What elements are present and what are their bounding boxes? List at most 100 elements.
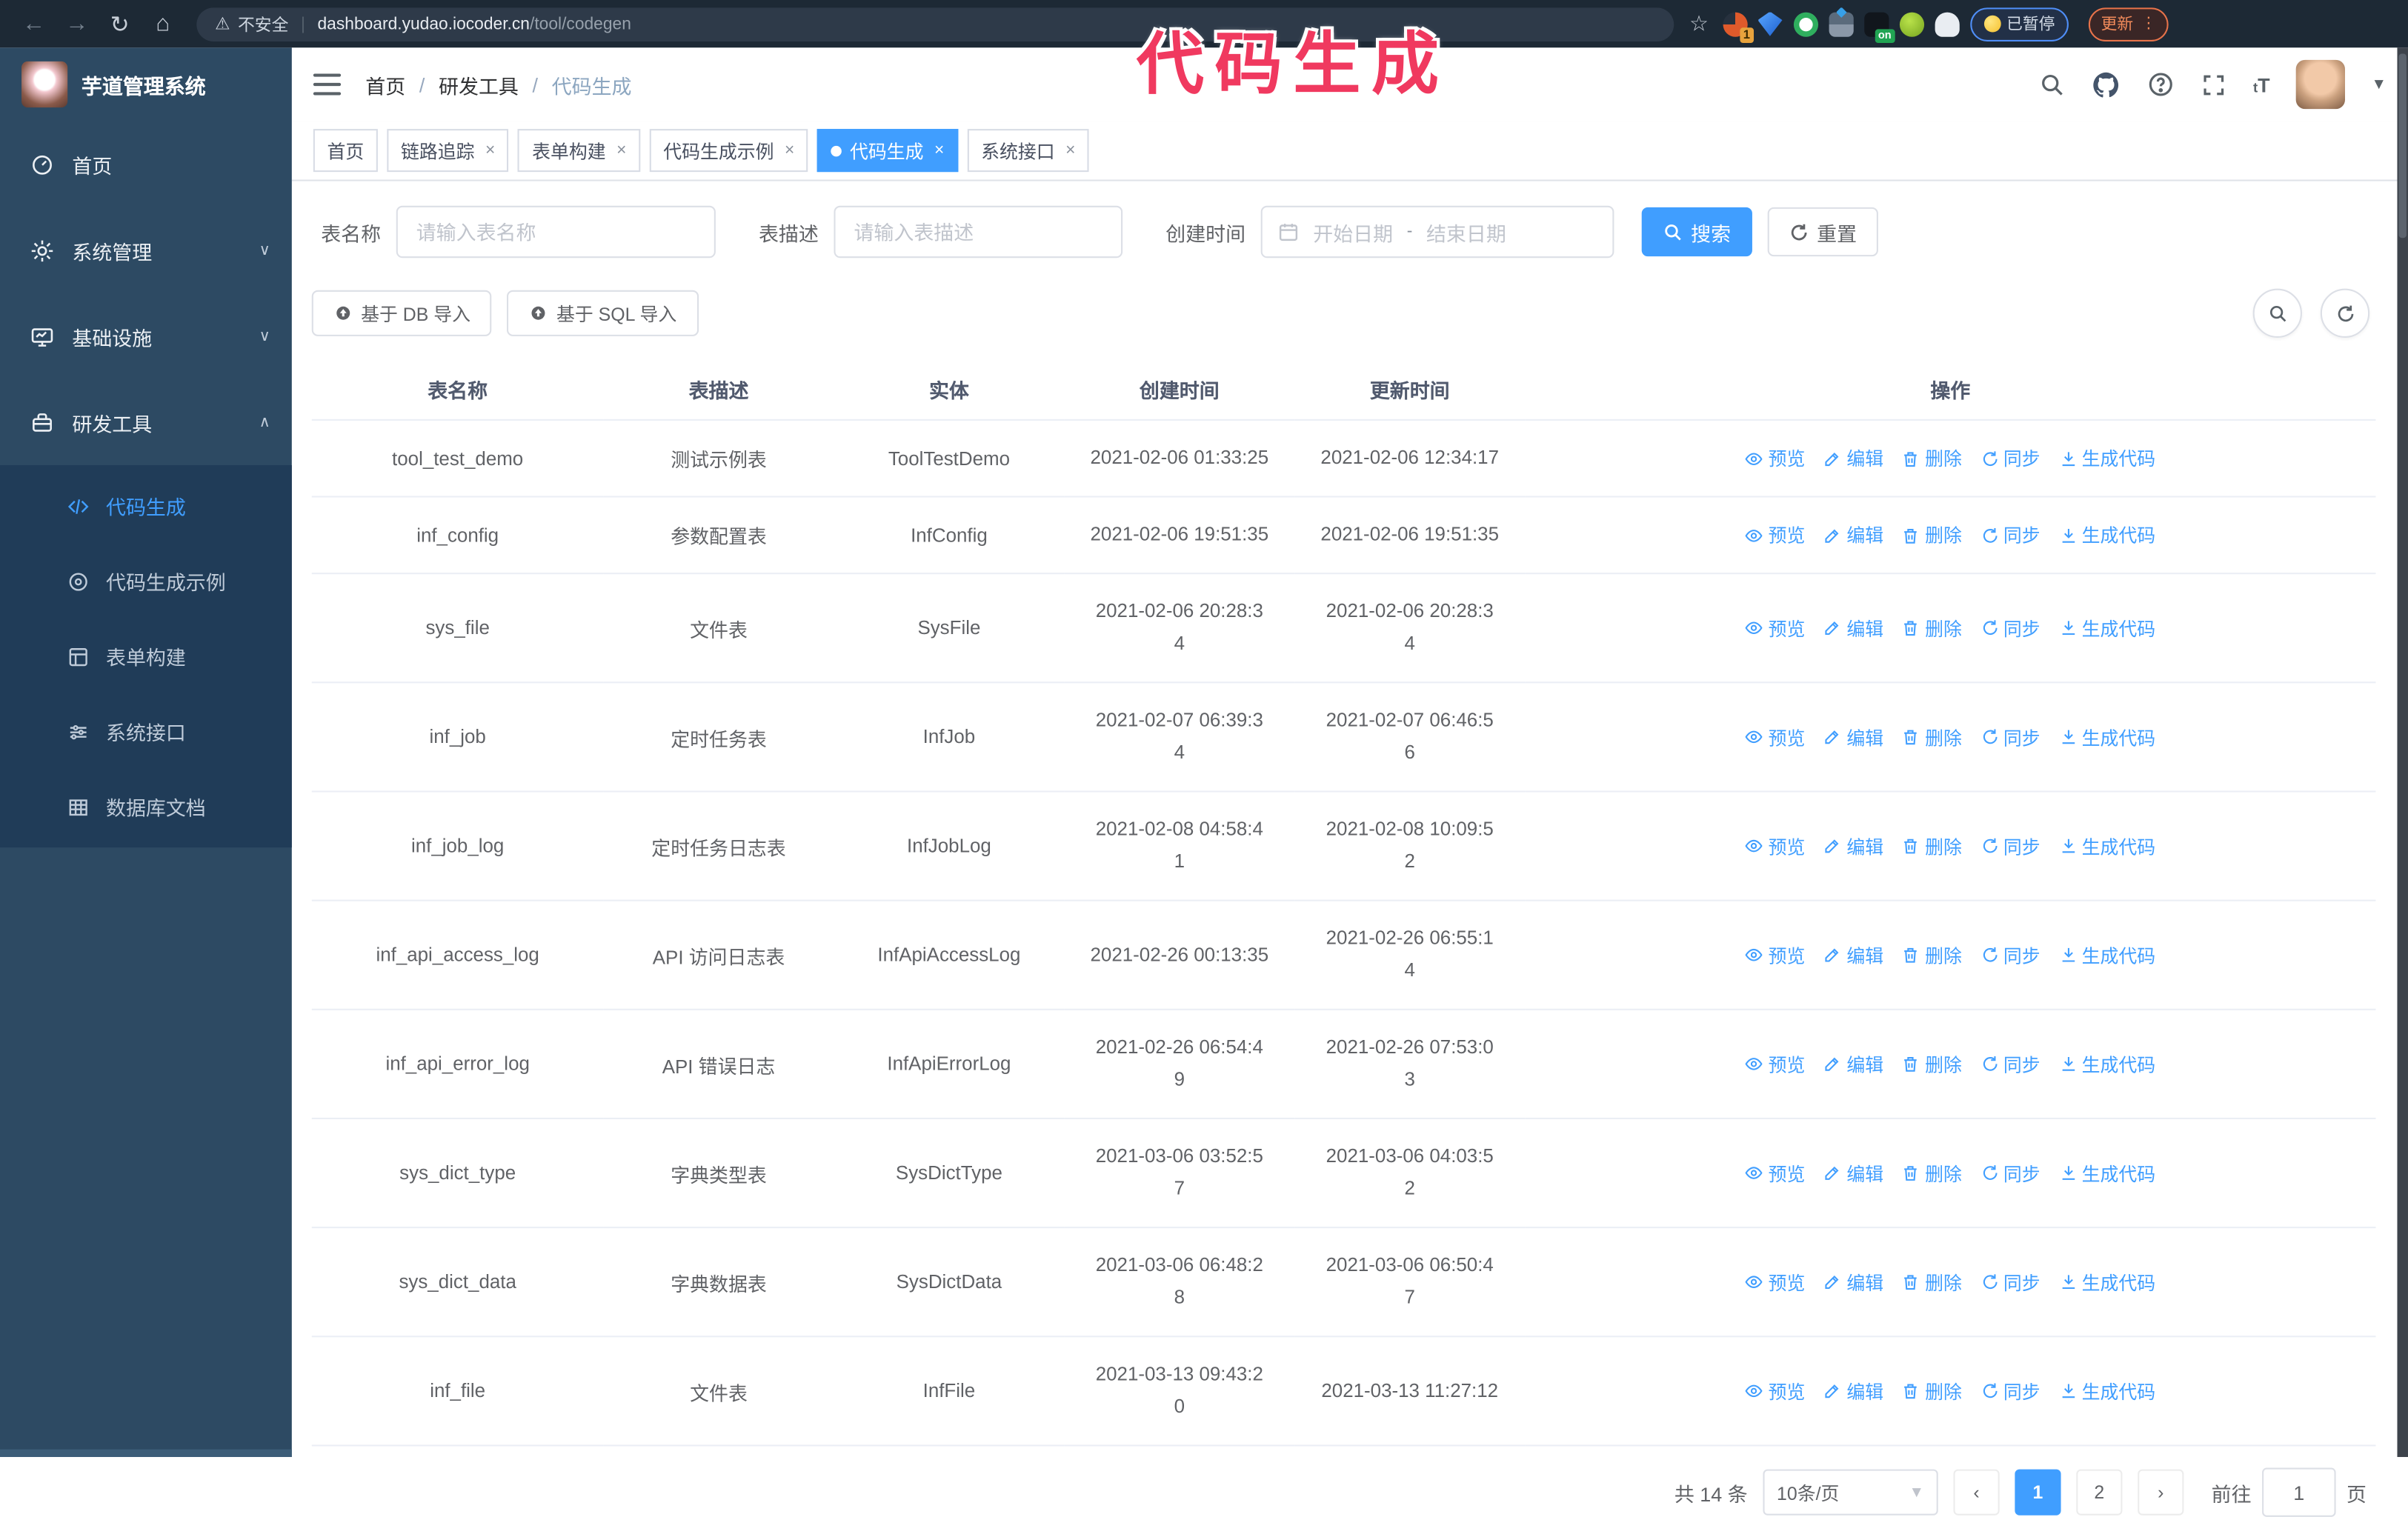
refresh-button[interactable] bbox=[2320, 288, 2370, 338]
generate-code-link[interactable]: 生成代码 bbox=[2058, 615, 2155, 641]
preview-link[interactable]: 预览 bbox=[1746, 615, 1805, 641]
help-icon[interactable] bbox=[2147, 70, 2175, 98]
generate-code-link[interactable]: 生成代码 bbox=[2058, 1051, 2155, 1077]
sidebar-item-db-doc[interactable]: 数据库文档 bbox=[0, 769, 292, 844]
prev-page-button[interactable]: ‹ bbox=[1953, 1469, 2000, 1516]
preview-link[interactable]: 预览 bbox=[1746, 1160, 1805, 1186]
preview-link[interactable]: 预览 bbox=[1746, 942, 1805, 968]
sync-link[interactable]: 同步 bbox=[1980, 522, 2041, 548]
sidebar-item-codegen[interactable]: 代码生成 bbox=[0, 468, 292, 544]
fullscreen-icon[interactable] bbox=[2201, 71, 2226, 97]
sync-link[interactable]: 同步 bbox=[1980, 724, 2041, 750]
reset-button[interactable]: 重置 bbox=[1767, 207, 1879, 257]
scrollbar-thumb[interactable] bbox=[2398, 53, 2407, 239]
table-row[interactable]: sys_file 文件表 SysFile 2021-02-06 20:28:3 4… bbox=[311, 573, 2376, 684]
github-icon[interactable] bbox=[2092, 70, 2121, 99]
breadcrumb-devtools[interactable]: 研发工具 bbox=[439, 74, 519, 98]
page-button-1[interactable]: 1 bbox=[2015, 1469, 2061, 1516]
close-icon[interactable]: × bbox=[785, 141, 795, 160]
sync-link[interactable]: 同步 bbox=[1980, 833, 2041, 858]
page-button-2[interactable]: 2 bbox=[2076, 1469, 2123, 1516]
preview-link[interactable]: 预览 bbox=[1746, 1378, 1805, 1404]
page-size-select[interactable]: 10条/页 ▼ bbox=[1763, 1469, 1938, 1516]
app-logo[interactable]: 芋道管理系统 bbox=[0, 47, 292, 121]
generate-code-link[interactable]: 生成代码 bbox=[2058, 1378, 2155, 1404]
sync-link[interactable]: 同步 bbox=[1980, 1051, 2041, 1077]
sync-link[interactable]: 同步 bbox=[1980, 1378, 2041, 1404]
chrome-update-button[interactable]: 更新 ⋮ bbox=[2089, 7, 2169, 41]
tab-home[interactable]: 首页 bbox=[313, 129, 378, 173]
tab-codegen-example[interactable]: 代码生成示例 × bbox=[649, 129, 809, 173]
close-icon[interactable]: × bbox=[1065, 141, 1076, 160]
edit-link[interactable]: 编辑 bbox=[1823, 1378, 1883, 1404]
preview-link[interactable]: 预览 bbox=[1746, 522, 1805, 548]
tab-system-api[interactable]: 系统接口 × bbox=[967, 129, 1090, 173]
edit-link[interactable]: 编辑 bbox=[1823, 724, 1883, 750]
table-row[interactable]: sys_dict_data 字典数据表 SysDictData 2021-03-… bbox=[311, 1227, 2376, 1338]
search-icon[interactable] bbox=[2040, 71, 2066, 97]
generate-code-link[interactable]: 生成代码 bbox=[2058, 522, 2155, 548]
sidebar-item-devtools[interactable]: 研发工具 ∧ bbox=[0, 379, 292, 465]
security-label[interactable]: 不安全 bbox=[238, 16, 289, 35]
preview-link[interactable]: 预览 bbox=[1746, 1269, 1805, 1295]
generate-code-link[interactable]: 生成代码 bbox=[2058, 445, 2155, 471]
chevron-down-icon[interactable]: ▼ bbox=[2371, 76, 2387, 93]
table-row[interactable]: inf_config 参数配置表 InfConfig 2021-02-06 19… bbox=[311, 496, 2376, 575]
next-page-button[interactable]: › bbox=[2138, 1469, 2184, 1516]
delete-link[interactable]: 删除 bbox=[1902, 1269, 1962, 1295]
sync-link[interactable]: 同步 bbox=[1980, 942, 2041, 968]
delete-link[interactable]: 删除 bbox=[1902, 445, 1962, 471]
close-icon[interactable]: × bbox=[485, 141, 496, 160]
sidebar-scrollbar[interactable] bbox=[0, 1449, 292, 1457]
table-row[interactable]: inf_job_log 定时任务日志表 InfJobLog 2021-02-08… bbox=[311, 791, 2376, 901]
browser-home-icon[interactable]: ⌂ bbox=[156, 10, 170, 37]
edit-link[interactable]: 编辑 bbox=[1823, 942, 1883, 968]
edit-link[interactable]: 编辑 bbox=[1823, 1160, 1883, 1186]
date-range-picker[interactable]: 开始日期 - 结束日期 bbox=[1260, 205, 1614, 259]
table-row[interactable]: inf_file 文件表 InfFile 2021-03-13 09:43:2 0… bbox=[311, 1336, 2376, 1447]
sync-link[interactable]: 同步 bbox=[1980, 445, 2041, 471]
bookmark-star-icon[interactable]: ☆ bbox=[1689, 10, 1709, 36]
delete-link[interactable]: 删除 bbox=[1902, 724, 1962, 750]
extension-icon-dark[interactable]: on bbox=[1863, 11, 1895, 42]
search-button[interactable]: 搜索 bbox=[1641, 207, 1753, 257]
paused-extension-pill[interactable]: 已暂停 bbox=[1969, 7, 2069, 41]
preview-link[interactable]: 预览 bbox=[1746, 724, 1805, 750]
browser-back-icon[interactable]: ← bbox=[22, 10, 46, 37]
goto-page-input[interactable] bbox=[2262, 1467, 2336, 1517]
edit-link[interactable]: 编辑 bbox=[1823, 833, 1883, 858]
close-icon[interactable]: × bbox=[934, 141, 945, 160]
table-row[interactable]: tool_test_demo 测试示例表 ToolTestDemo 2021-0… bbox=[311, 419, 2376, 498]
browser-reload-icon[interactable]: ↻ bbox=[110, 11, 130, 38]
import-db-button[interactable]: 基于 DB 导入 bbox=[311, 290, 492, 336]
table-row[interactable]: inf_api_access_log API 访问日志表 InfApiAcces… bbox=[311, 900, 2376, 1010]
generate-code-link[interactable]: 生成代码 bbox=[2058, 1160, 2155, 1186]
close-icon[interactable]: × bbox=[616, 141, 627, 160]
table-row[interactable]: inf_job 定时任务表 InfJob 2021-02-07 06:39:3 4… bbox=[311, 682, 2376, 793]
table-name-input[interactable] bbox=[396, 205, 716, 259]
preview-link[interactable]: 预览 bbox=[1746, 1051, 1805, 1077]
generate-code-link[interactable]: 生成代码 bbox=[2058, 833, 2155, 858]
tab-form-builder[interactable]: 表单构建 × bbox=[518, 129, 641, 173]
table-row[interactable]: inf_api_error_log API 错误日志 InfApiErrorLo… bbox=[311, 1009, 2376, 1119]
font-size-icon[interactable]: tT bbox=[2252, 73, 2270, 96]
start-date-placeholder[interactable]: 开始日期 bbox=[1313, 221, 1394, 245]
sidebar-item-home[interactable]: 首页 bbox=[0, 121, 292, 207]
extension-icon-orange[interactable]: 1 bbox=[1722, 11, 1754, 42]
table-row[interactable]: sys_dict_type 字典类型表 SysDictType 2021-03-… bbox=[311, 1118, 2376, 1229]
sync-link[interactable]: 同步 bbox=[1980, 1269, 2041, 1295]
edit-link[interactable]: 编辑 bbox=[1823, 615, 1883, 641]
generate-code-link[interactable]: 生成代码 bbox=[2058, 724, 2155, 750]
extension-icon-green-check[interactable] bbox=[1793, 11, 1818, 36]
end-date-placeholder[interactable]: 结束日期 bbox=[1426, 221, 1506, 245]
edit-link[interactable]: 编辑 bbox=[1823, 1269, 1883, 1295]
generate-code-link[interactable]: 生成代码 bbox=[2058, 942, 2155, 968]
sidebar-item-infra[interactable]: 基础设施 ∨ bbox=[0, 293, 292, 379]
address-bar[interactable]: ⚠ 不安全 | dashboard.yudao.iocoder.cn/tool/… bbox=[196, 7, 1674, 41]
sidebar-item-system[interactable]: 系统管理 ∨ bbox=[0, 207, 292, 293]
edit-link[interactable]: 编辑 bbox=[1823, 445, 1883, 471]
delete-link[interactable]: 删除 bbox=[1902, 1160, 1962, 1186]
sidebar-item-form-builder[interactable]: 表单构建 bbox=[0, 619, 292, 694]
preview-link[interactable]: 预览 bbox=[1746, 445, 1805, 471]
browser-scrollbar[interactable] bbox=[2397, 47, 2408, 1457]
